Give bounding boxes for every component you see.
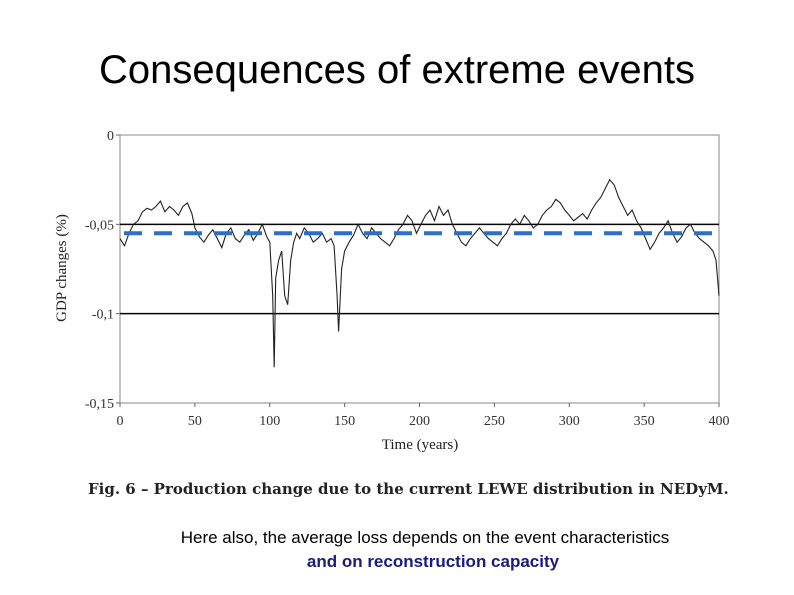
note-line-2: and on reconstruction capacity bbox=[306, 552, 560, 571]
gdp-line-chart: GDP changes (%) Time (years) 0 -0,05 -0,1 -… bbox=[54, 129, 730, 453]
x-tick-label: 0 bbox=[117, 414, 124, 429]
series-line-gdp bbox=[119, 178, 720, 368]
y-tick-label: -0,15 bbox=[85, 397, 114, 412]
chart-marks: 0-0,05-0,1-0,150 50 100 150 200 250 300 350 400 bbox=[85, 129, 730, 429]
x-tick-label: 150 bbox=[334, 414, 355, 429]
y-tick-label: -0,1 bbox=[92, 308, 114, 323]
y-tick-label: -0,05 bbox=[85, 218, 114, 233]
x-tick-label: 350 bbox=[634, 414, 655, 429]
y-tick-label: 0 bbox=[107, 129, 114, 144]
note-line-1: Here also, the average loss depends on t… bbox=[180, 528, 670, 547]
plot-frame bbox=[119, 134, 720, 404]
x-tick-label: 100 bbox=[259, 414, 280, 429]
x-tick-label: 50 bbox=[188, 414, 202, 429]
x-tick-label: 400 bbox=[709, 414, 730, 429]
x-tick-label: 200 bbox=[409, 414, 430, 429]
x-tick-label: 250 bbox=[484, 414, 505, 429]
x-tick-label: 300 bbox=[559, 414, 580, 429]
x-axis-label: Time (years) bbox=[382, 437, 459, 453]
y-axis-label: GDP changes (%) bbox=[54, 214, 70, 322]
figure-caption: Fig. 6 – Production change due to the cu… bbox=[88, 480, 729, 498]
slide-title: Consequences of extreme events bbox=[99, 48, 695, 92]
